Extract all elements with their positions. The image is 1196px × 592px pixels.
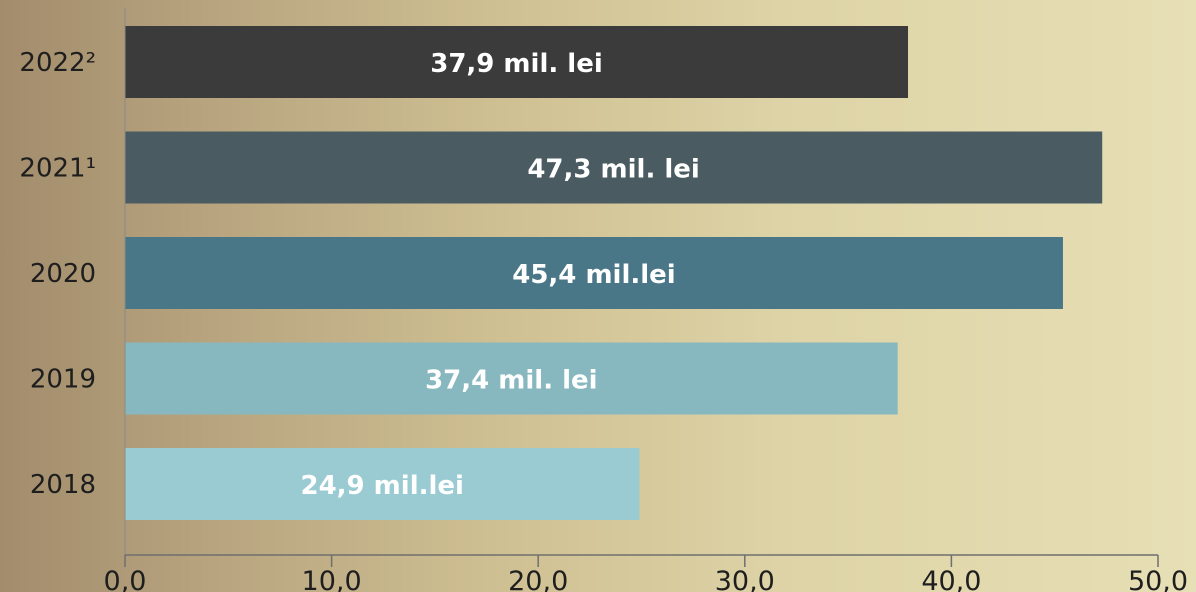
- bar-value-label-1: 47,3 mil. lei: [527, 155, 700, 185]
- bar-2: [125, 237, 1063, 309]
- x-tick-label-0: 0,0: [104, 566, 147, 592]
- x-tick-label-5: 50,0: [1128, 566, 1188, 592]
- bar-4: [125, 448, 640, 520]
- category-label-0: 2022²: [19, 48, 96, 78]
- bar-value-label-0: 37,9 mil. lei: [430, 49, 603, 79]
- bar-0: [125, 26, 909, 98]
- bar-value-label-4: 24,9 mil.lei: [300, 471, 463, 501]
- x-tick-label-3: 30,0: [715, 566, 775, 592]
- bar-1: [125, 131, 1103, 204]
- x-tick-label-2: 20,0: [508, 566, 568, 592]
- category-label-4: 2018: [30, 470, 96, 500]
- bar-value-label-3: 37,4 mil. lei: [425, 366, 598, 396]
- x-tick-label-4: 40,0: [921, 566, 981, 592]
- bar-3: [125, 342, 898, 415]
- bar-value-label-2: 45,4 mil.lei: [512, 260, 675, 290]
- category-label-2: 2020: [30, 259, 96, 289]
- category-label-3: 2019: [30, 365, 96, 395]
- x-tick-label-1: 10,0: [302, 566, 362, 592]
- category-label-1: 2021¹: [19, 154, 96, 184]
